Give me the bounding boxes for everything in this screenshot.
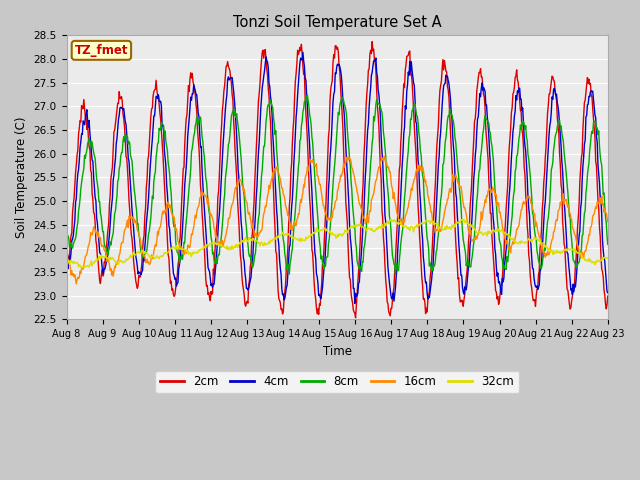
2cm: [420, 296, 428, 301]
2cm: [63, 260, 70, 265]
4cm: [604, 290, 612, 296]
2cm: [404, 52, 412, 58]
32cm: [72, 260, 80, 265]
4cm: [404, 69, 412, 75]
4cm: [420, 261, 428, 267]
8cm: [404, 148, 412, 154]
2cm: [604, 293, 612, 299]
16cm: [129, 214, 136, 220]
8cm: [392, 271, 399, 277]
Text: TZ_fmet: TZ_fmet: [75, 44, 128, 57]
8cm: [420, 193, 428, 199]
8cm: [183, 211, 191, 217]
2cm: [212, 238, 220, 243]
2cm: [183, 112, 191, 118]
8cm: [128, 158, 136, 164]
8cm: [303, 92, 311, 98]
4cm: [351, 300, 358, 306]
Line: 4cm: 4cm: [67, 52, 608, 303]
4cm: [212, 264, 220, 270]
Y-axis label: Soil Temperature (C): Soil Temperature (C): [15, 117, 28, 238]
4cm: [128, 207, 136, 213]
16cm: [404, 204, 412, 210]
32cm: [129, 251, 136, 257]
Line: 32cm: 32cm: [67, 219, 608, 268]
8cm: [72, 230, 80, 236]
16cm: [604, 219, 612, 225]
Title: Tonzi Soil Temperature Set A: Tonzi Soil Temperature Set A: [233, 15, 442, 30]
4cm: [299, 49, 307, 55]
Line: 2cm: 2cm: [67, 42, 608, 318]
8cm: [212, 259, 220, 265]
16cm: [73, 277, 81, 283]
2cm: [128, 236, 136, 242]
32cm: [459, 216, 467, 222]
32cm: [404, 226, 412, 231]
2cm: [72, 162, 80, 168]
16cm: [63, 250, 70, 256]
32cm: [77, 265, 85, 271]
16cm: [72, 281, 80, 287]
32cm: [419, 221, 427, 227]
32cm: [63, 256, 70, 262]
8cm: [604, 241, 612, 247]
2cm: [352, 315, 360, 321]
4cm: [72, 195, 80, 201]
32cm: [184, 248, 191, 253]
16cm: [212, 233, 220, 239]
4cm: [183, 151, 191, 157]
32cm: [604, 255, 612, 261]
X-axis label: Time: Time: [323, 345, 351, 358]
4cm: [63, 264, 70, 270]
Legend: 2cm, 4cm, 8cm, 16cm, 32cm: 2cm, 4cm, 8cm, 16cm, 32cm: [156, 371, 519, 393]
2cm: [368, 39, 376, 45]
16cm: [420, 172, 428, 178]
16cm: [184, 242, 191, 248]
16cm: [380, 154, 388, 159]
Line: 16cm: 16cm: [67, 156, 608, 284]
32cm: [212, 242, 220, 248]
8cm: [63, 232, 70, 238]
Line: 8cm: 8cm: [67, 95, 608, 274]
